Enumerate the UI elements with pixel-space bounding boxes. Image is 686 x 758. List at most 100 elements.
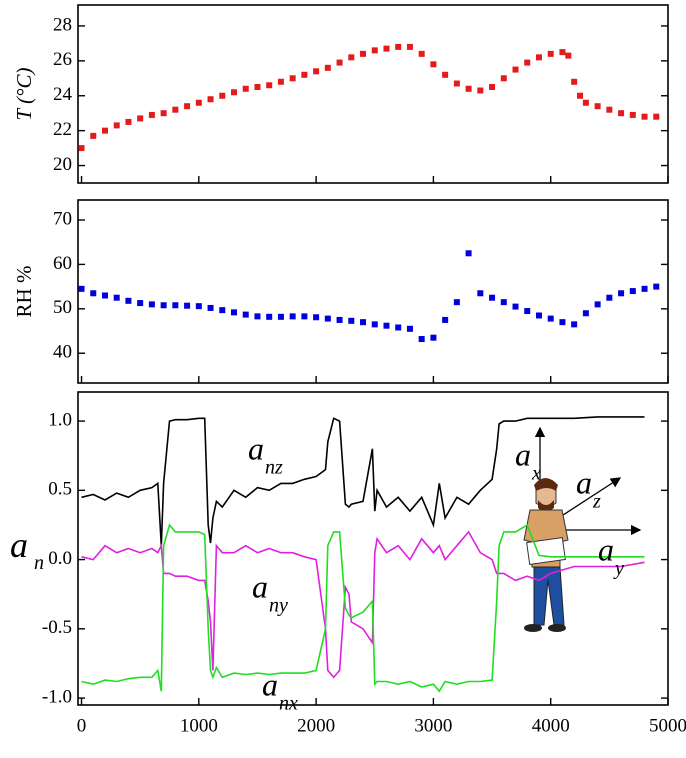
x-tick-label: 0 [77, 715, 87, 736]
series-line [81, 523, 645, 693]
data-point [195, 99, 202, 106]
y-axis-label: RH % [12, 266, 36, 318]
data-point [641, 285, 648, 292]
data-point [442, 71, 449, 78]
data-point [336, 59, 343, 66]
data-point [618, 110, 625, 117]
person-figure [523, 478, 569, 632]
data-point [231, 89, 238, 96]
annotation-subscript: nx [279, 693, 298, 715]
y-axis-label: a [10, 525, 28, 565]
plot-frame [77, 4, 669, 184]
data-point [254, 84, 261, 91]
data-point [383, 322, 390, 329]
data-point [465, 85, 472, 92]
data-point [184, 103, 191, 110]
y-axis-subscript: n [34, 552, 44, 574]
data-point [500, 299, 507, 306]
y-tick-label: 22 [53, 119, 72, 140]
data-point [418, 336, 425, 343]
data-point [606, 106, 613, 113]
data-point [78, 285, 85, 292]
data-point [641, 113, 648, 120]
data-point [430, 334, 437, 341]
data-point [172, 302, 179, 309]
data-point [629, 111, 636, 118]
y-tick-label: 0.5 [48, 479, 72, 500]
data-point [172, 106, 179, 113]
data-point [406, 43, 413, 50]
y-tick-label: 28 [53, 14, 72, 35]
y-tick-label: 0.0 [48, 548, 72, 569]
data-point [160, 302, 167, 309]
x-tick-label: 5000 [649, 715, 686, 736]
data-point [324, 315, 331, 322]
annotation: a [576, 464, 592, 500]
data-point [383, 45, 390, 52]
data-point [207, 304, 214, 311]
data-point [524, 308, 531, 315]
x-tick-label: 4000 [532, 715, 570, 736]
data-point [629, 288, 636, 295]
data-point [565, 52, 572, 59]
data-point [231, 309, 238, 316]
data-point [547, 315, 554, 322]
data-point [571, 321, 578, 328]
data-point [653, 113, 660, 120]
data-point [90, 290, 97, 297]
data-point [348, 54, 355, 61]
data-point [78, 145, 85, 152]
data-point [184, 302, 191, 309]
data-point [266, 313, 273, 320]
data-point [101, 127, 108, 134]
x-tick-label: 1000 [180, 715, 218, 736]
y-tick-label: -0.5 [42, 617, 72, 638]
data-point [442, 316, 449, 323]
data-point [489, 294, 496, 301]
data-point [219, 307, 226, 314]
annotation-subscript: x [531, 463, 541, 485]
data-point [395, 324, 402, 331]
y-tick-label: 70 [53, 208, 72, 229]
data-point [360, 319, 367, 326]
annotation-subscript: z [592, 491, 601, 513]
data-point [559, 319, 566, 326]
data-point [101, 292, 108, 299]
data-point [242, 85, 249, 92]
data-point [313, 68, 320, 75]
data-point [406, 325, 413, 332]
y-tick-label: 1.0 [48, 409, 72, 430]
y-tick-label: 60 [53, 253, 72, 274]
data-point [324, 64, 331, 71]
x-tick-label: 2000 [297, 715, 335, 736]
annotation-subscript: y [613, 558, 624, 580]
data-point [512, 66, 519, 73]
data-point [301, 71, 308, 78]
data-point [524, 59, 531, 66]
data-point [535, 54, 542, 61]
data-point [571, 78, 578, 85]
data-point [266, 82, 273, 89]
data-point [90, 132, 97, 139]
annotation-subscript: nz [265, 457, 283, 479]
y-tick-label: 26 [53, 49, 72, 70]
data-point [453, 299, 460, 306]
data-point [371, 321, 378, 328]
data-point [125, 297, 132, 304]
data-point [137, 115, 144, 122]
data-point [512, 303, 519, 310]
y-tick-label: 20 [53, 154, 72, 175]
data-point [113, 122, 120, 129]
data-point [113, 294, 120, 301]
data-point [137, 300, 144, 307]
plot-frame [77, 391, 669, 706]
data-point [301, 313, 308, 320]
data-point [477, 290, 484, 297]
data-point [453, 80, 460, 87]
data-point [477, 87, 484, 94]
data-point [582, 99, 589, 106]
data-point [653, 283, 660, 290]
data-point [559, 49, 566, 56]
data-point [606, 294, 613, 301]
